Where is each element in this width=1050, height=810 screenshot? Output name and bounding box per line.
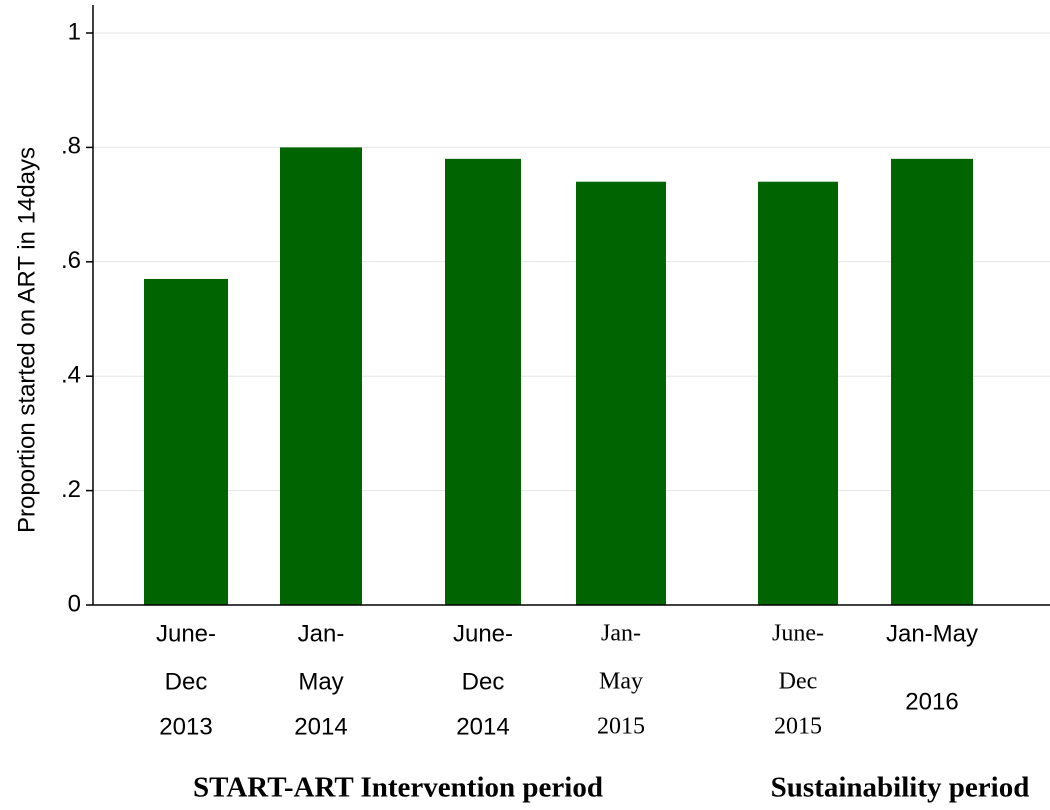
- x-tick-label: May: [599, 669, 643, 695]
- x-tick-label: June-: [772, 621, 824, 647]
- x-tick-label: Dec: [165, 668, 208, 695]
- bar: [576, 181, 666, 605]
- y-tick-label: .8: [61, 133, 81, 160]
- bar: [891, 158, 973, 605]
- x-tick-label: 2014: [456, 713, 509, 740]
- x-tick-label: 2015: [597, 714, 645, 740]
- x-tick-label: Dec: [779, 669, 818, 695]
- group-label: START-ART Intervention period: [193, 772, 603, 804]
- x-tick-label: Jan-: [298, 620, 345, 647]
- x-tick-label: Jan-: [601, 621, 641, 647]
- group-label: Sustainability period: [771, 772, 1030, 804]
- x-tick-label: 2013: [159, 713, 212, 740]
- y-tick-label: .6: [61, 247, 81, 274]
- bar: [758, 181, 838, 605]
- y-tick-label: 1: [68, 18, 81, 45]
- bar: [445, 158, 521, 605]
- x-tick-label: Jan-May: [886, 620, 978, 647]
- x-tick-label: 2014: [294, 713, 347, 740]
- x-tick-label: 2015: [774, 714, 822, 740]
- x-tick-label: May: [298, 668, 343, 695]
- y-tick-label: 0: [68, 590, 81, 617]
- y-tick-label: .2: [61, 476, 81, 503]
- bar: [144, 278, 228, 605]
- x-tick-label: June-: [453, 620, 513, 647]
- y-axis-label: Proportion started on ART in 14days: [13, 147, 40, 533]
- x-tick-label: June-: [156, 620, 216, 647]
- x-tick-label: 2016: [905, 688, 958, 715]
- x-tick-label: Dec: [462, 668, 505, 695]
- bar: [280, 147, 362, 605]
- y-tick-label: .4: [61, 362, 81, 389]
